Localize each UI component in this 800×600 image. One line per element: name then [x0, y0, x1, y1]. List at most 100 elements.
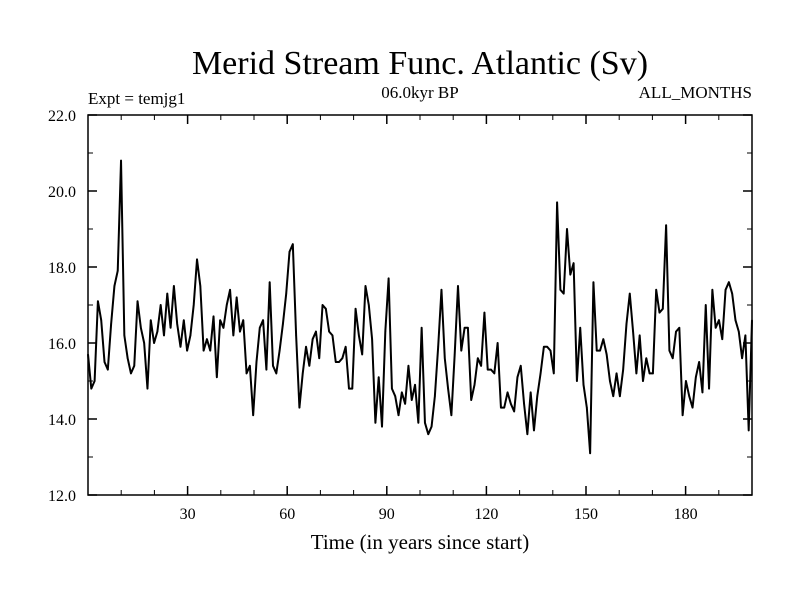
data-point — [586, 406, 588, 409]
data-point — [255, 361, 258, 363]
data-point — [288, 251, 291, 253]
data-point — [589, 452, 591, 455]
data-points — [87, 159, 753, 455]
data-point — [619, 395, 621, 398]
data-point — [169, 327, 172, 329]
data-point — [90, 387, 93, 390]
data-point — [582, 384, 585, 386]
data-point — [183, 319, 185, 322]
data-point — [338, 361, 340, 363]
data-point — [173, 285, 175, 287]
data-point — [655, 289, 657, 291]
data-point — [331, 334, 334, 337]
data-point — [420, 327, 423, 329]
data-point — [325, 308, 327, 310]
data-point — [371, 338, 373, 341]
data-point — [153, 342, 155, 344]
data-point — [503, 406, 506, 409]
data-point — [391, 387, 393, 390]
data-point — [668, 349, 671, 352]
data-point — [566, 228, 568, 230]
data-point — [529, 391, 532, 394]
data-point — [285, 292, 288, 295]
y-tick-label: 16.0 — [48, 336, 76, 353]
data-point — [737, 330, 740, 333]
data-point — [401, 391, 403, 394]
data-point — [543, 346, 545, 348]
data-point — [202, 349, 205, 352]
data-point — [133, 365, 136, 367]
x-tick-label: 60 — [279, 506, 295, 523]
data-point — [592, 281, 595, 284]
data-point — [724, 289, 727, 291]
data-point — [166, 292, 169, 295]
data-point — [275, 372, 278, 375]
data-point — [665, 224, 667, 226]
period-label: 06.0kyr BP — [381, 83, 458, 102]
data-point — [298, 406, 301, 409]
data-point — [292, 243, 294, 245]
data-point — [539, 372, 542, 375]
data-point — [206, 338, 208, 341]
data-point — [189, 334, 192, 337]
data-point — [199, 285, 202, 287]
data-point — [615, 372, 618, 375]
data-point — [116, 270, 119, 272]
data-point — [156, 330, 159, 333]
data-point — [718, 319, 720, 322]
y-tick-label: 14.0 — [48, 412, 76, 429]
data-point — [123, 334, 126, 337]
data-point — [361, 353, 363, 356]
data-point — [321, 304, 324, 306]
data-point — [245, 372, 248, 375]
data-point — [609, 380, 611, 382]
data-point — [450, 414, 453, 417]
data-point — [523, 403, 525, 405]
data-point — [351, 387, 354, 390]
data-point — [493, 372, 496, 375]
data-point — [648, 372, 651, 375]
data-point — [146, 387, 149, 390]
data-point — [632, 330, 634, 333]
expt-label: Expt = temjg1 — [88, 89, 185, 108]
data-point — [103, 361, 106, 363]
data-point — [354, 308, 357, 310]
data-point — [704, 304, 707, 306]
x-tick-label: 150 — [574, 506, 598, 523]
data-point — [599, 349, 601, 352]
data-point — [249, 365, 251, 367]
data-point — [536, 395, 539, 398]
data-point — [460, 349, 463, 352]
data-point — [731, 292, 733, 295]
data-point — [662, 308, 664, 310]
chart-title: Merid Stream Func. Atlantic (Sv) — [192, 45, 648, 82]
data-point — [453, 353, 456, 356]
data-point — [734, 319, 737, 322]
x-axis-label: Time (in years since start) — [311, 530, 530, 554]
data-point — [272, 365, 274, 367]
data-point — [526, 433, 529, 436]
data-point — [225, 304, 228, 306]
data-point — [605, 353, 608, 356]
x-tick-label: 30 — [180, 506, 196, 523]
data-point — [315, 330, 317, 333]
data-point — [268, 281, 271, 284]
data-point — [328, 330, 330, 333]
data-point — [440, 289, 443, 291]
data-point — [295, 334, 297, 337]
data-point — [572, 262, 575, 265]
data-point — [120, 159, 122, 162]
x-tick-label: 120 — [474, 506, 498, 523]
data-point — [744, 334, 747, 337]
data-point — [486, 368, 489, 371]
data-point — [235, 296, 238, 299]
data-point — [126, 357, 129, 360]
data-point — [417, 422, 420, 424]
data-point — [546, 346, 548, 348]
axis-tick-labels: 12.0 14.0 16.0 18.0 20.0 22.0 30 60 90 120 150 180 — [48, 108, 698, 523]
data-point — [384, 330, 387, 333]
data-point — [533, 429, 535, 432]
data-point — [688, 395, 691, 398]
